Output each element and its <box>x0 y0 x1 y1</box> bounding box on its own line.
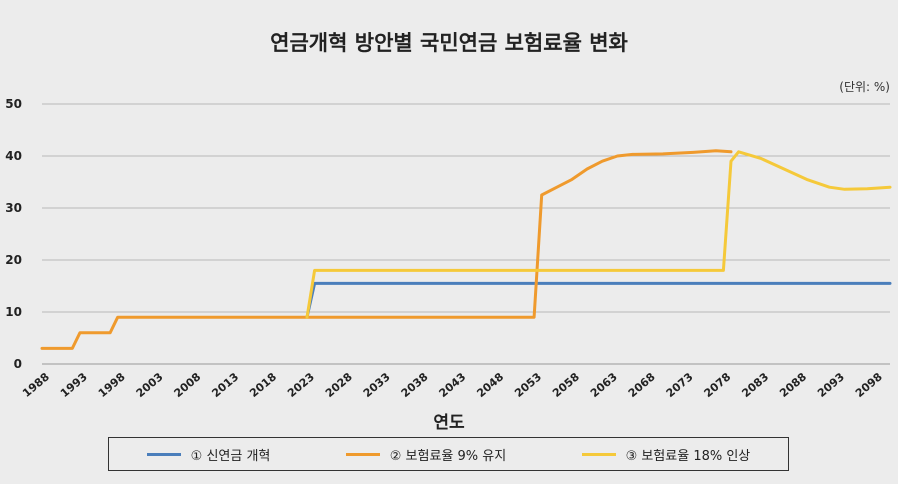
legend-label-series-2: ② 보험료율 9% 유지 <box>389 448 507 464</box>
y-tick-label: 20 <box>5 253 22 267</box>
x-tick-label: 2068 <box>626 370 658 400</box>
chart-title: 연금개혁 방안별 국민연금 보험료율 변화 <box>270 31 628 55</box>
x-tick-label: 2013 <box>209 370 241 400</box>
x-tick-label: 2078 <box>702 370 734 400</box>
x-tick-label: 2003 <box>134 370 166 400</box>
y-tick-label: 0 <box>14 357 22 371</box>
legend-item-series-3: ③ 보험료율 18% 인상 <box>581 445 751 464</box>
x-tick-label: 2033 <box>361 370 393 400</box>
x-tick-label: 2008 <box>172 370 204 400</box>
x-tick-label: 2018 <box>247 370 279 400</box>
x-tick-label: 2058 <box>550 370 582 400</box>
x-tick-label: 2043 <box>437 370 469 400</box>
legend-swatch-series-2 <box>345 452 380 456</box>
x-tick-label: 2053 <box>512 370 544 400</box>
x-tick-label: 1998 <box>96 370 128 400</box>
y-tick-label: 50 <box>5 97 22 111</box>
x-tick-label: 2048 <box>474 370 506 400</box>
x-tick-label: 2038 <box>399 370 431 400</box>
y-tick-label: 40 <box>5 149 22 163</box>
x-tick-label: 2083 <box>739 370 771 400</box>
x-tick-label: 1993 <box>58 370 90 400</box>
legend-item-series-1: ① 신연금 개혁 <box>146 445 271 464</box>
legend-label-series-1: ① 신연금 개혁 <box>190 448 271 464</box>
unit-label: (단위: %) <box>839 80 890 94</box>
x-tick-label: 2028 <box>323 370 355 400</box>
legend-swatch-series-3 <box>581 452 616 456</box>
x-tick-label: 2073 <box>664 370 696 400</box>
x-tick-label: 2093 <box>815 370 847 400</box>
series-line-3 <box>305 150 892 319</box>
y-tick-label: 10 <box>5 305 22 319</box>
y-tick-label: 30 <box>5 201 22 215</box>
x-tick-label: 2098 <box>853 370 885 400</box>
series-line-2 <box>40 149 733 350</box>
chart-legend: ① 신연금 개혁 ② 보험료율 9% 유지 ③ 보험료율 18% 인상 <box>108 437 789 471</box>
x-tick-label: 2088 <box>777 370 809 400</box>
legend-swatch-series-1 <box>146 452 181 456</box>
legend-label-series-3: ③ 보험료율 18% 인상 <box>625 448 751 464</box>
x-tick-label: 2023 <box>285 370 317 400</box>
x-axis-label: 연도 <box>433 413 465 433</box>
x-tick-label: 2063 <box>588 370 620 400</box>
legend-item-series-2: ② 보험료율 9% 유지 <box>345 445 507 464</box>
x-tick-label: 1988 <box>20 370 52 400</box>
